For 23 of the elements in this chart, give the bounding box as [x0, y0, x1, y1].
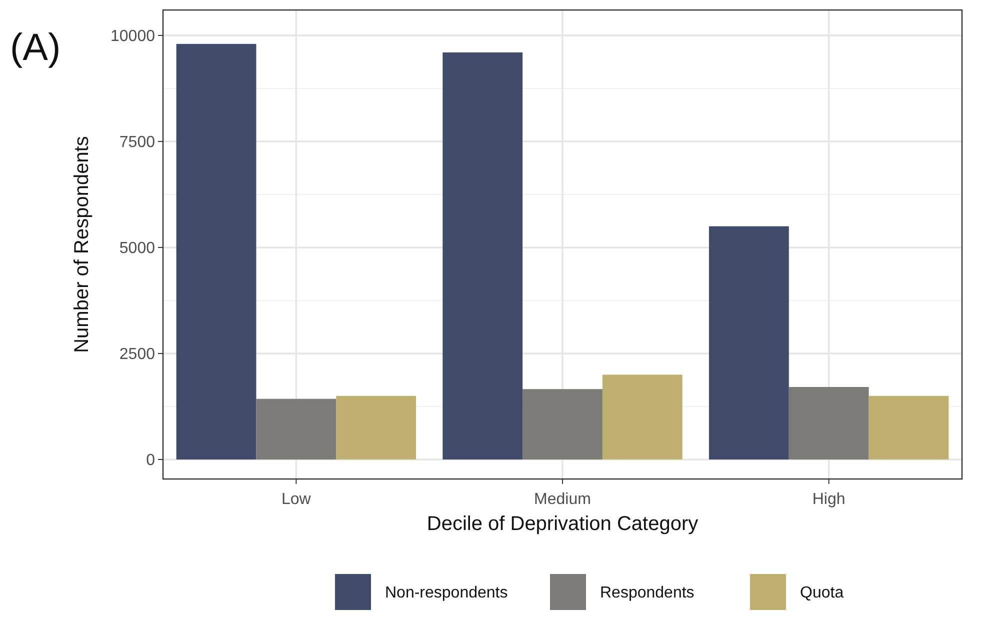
- y-axis-title: Number of Respondents: [71, 136, 93, 353]
- bar: [602, 374, 682, 460]
- bar: [788, 386, 869, 460]
- legend-label: Non-respondents: [385, 584, 508, 602]
- bar: [868, 396, 949, 460]
- legend-label: Respondents: [600, 584, 694, 602]
- text: (A): [10, 27, 61, 69]
- bar: [522, 389, 602, 460]
- y-tick-label: 0: [146, 452, 156, 470]
- bar: [442, 52, 523, 460]
- x-tick-label: Medium: [534, 491, 591, 508]
- bar: [256, 398, 336, 460]
- x-tick-label: High: [812, 491, 846, 508]
- legend-label: Quota: [800, 584, 844, 602]
- x-axis-title: Decile of Deprivation Category: [426, 513, 698, 535]
- bar: [176, 44, 256, 460]
- y-tick-label: 7500: [119, 134, 156, 152]
- y-tick-label: 10000: [110, 28, 156, 46]
- y-tick-label: 5000: [119, 240, 156, 258]
- y-tick-label: 2500: [119, 346, 156, 364]
- x-tick-label: Low: [281, 491, 312, 508]
- bar: [336, 396, 416, 460]
- bar: [708, 226, 789, 460]
